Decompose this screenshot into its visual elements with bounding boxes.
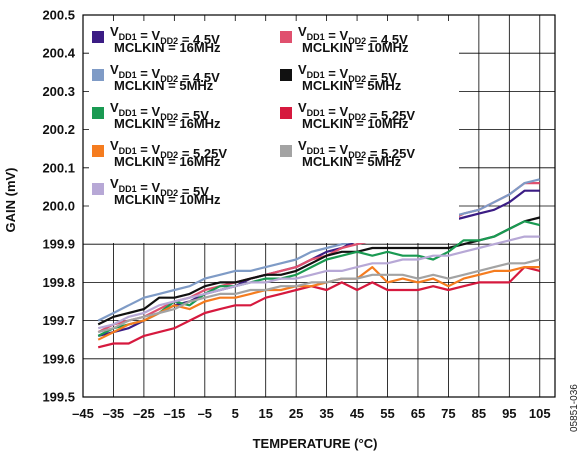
legend-label-line1: VDD1 = VDD2 = 5.25V	[110, 138, 227, 161]
legend-label-line1: VDD1 = VDD2 = 4.5V	[110, 62, 220, 85]
series-line-7	[97, 266, 540, 341]
legend-label-line1: VDD1 = VDD2 = 5V	[110, 176, 209, 199]
legend-label-line1: VDD1 = VDD2 = 5V	[298, 62, 397, 85]
x-tick-label: 15	[258, 406, 272, 421]
y-tick-label: 200.0	[42, 199, 75, 214]
y-tick-label: 200.4	[42, 46, 75, 61]
x-tick-label: 5	[232, 406, 239, 421]
x-tick-label: –35	[103, 406, 125, 421]
y-tick-label: 199.9	[42, 237, 75, 252]
figure-id: 05851-036	[569, 384, 580, 432]
x-axis-title: TEMPERATURE (°C)	[253, 436, 378, 451]
x-tick-label: 45	[350, 406, 364, 421]
x-tick-label: 65	[411, 406, 425, 421]
legend-swatch	[92, 107, 104, 119]
series-line-5	[97, 220, 541, 337]
legend-label-line1: VDD1 = VDD2 = 4.5V	[110, 24, 220, 47]
x-tick-label: 95	[502, 406, 516, 421]
series-line-8	[97, 258, 541, 334]
y-tick-labels: 199.5 199.6 199.7 199.8 199.9 200.0 200.1 200.2…	[42, 8, 75, 405]
legend-swatch	[280, 69, 292, 81]
legend-label-line2: MCLKIN = 5MHz	[302, 154, 402, 169]
plot-frame	[82, 14, 556, 398]
y-tick-label: 200.3	[42, 84, 75, 99]
x-tick-label: 85	[472, 406, 486, 421]
legend-label-line1: VDD1 = VDD2 = 5.25V	[298, 138, 415, 161]
x-tick-label: –5	[198, 406, 212, 421]
x-tick-label: 25	[289, 406, 303, 421]
x-tick-label: 55	[380, 406, 394, 421]
y-tick-label: 199.7	[42, 313, 75, 328]
y-axis-title: GAIN (mV)	[3, 168, 18, 233]
legend-swatch	[280, 31, 292, 43]
y-tick-label: 199.5	[42, 390, 75, 405]
series-line-6	[97, 266, 541, 349]
x-tick-label: –45	[72, 406, 94, 421]
series-line-9	[97, 235, 540, 330]
x-tick-label: 75	[441, 406, 455, 421]
y-tick-label: 200.5	[42, 8, 75, 23]
legend-label-line2: MCLKIN = 5MHz	[302, 78, 402, 93]
legend-swatch	[92, 145, 104, 157]
legend-label-line1: VDD1 = VDD2 = 5V	[110, 100, 209, 123]
legend-label-line2: MCLKIN = 5MHz	[114, 78, 214, 93]
legend-label-line1: VDD1 = VDD2 = 5.25V	[298, 100, 415, 123]
legend-swatch	[92, 69, 104, 81]
legend-swatch	[280, 145, 292, 157]
legend-label-line2: MCLKIN = 16MHz	[114, 154, 221, 169]
legend-swatch	[280, 107, 292, 119]
legend-label-line2: MCLKIN = 16MHz	[114, 40, 221, 55]
y-tick-label: 200.2	[42, 122, 75, 137]
legend-label-line1: VDD1 = VDD2 = 4.5V	[298, 24, 408, 47]
x-tick-label: –15	[164, 406, 186, 421]
y-tick-label: 199.6	[42, 351, 75, 366]
series-line-4	[97, 216, 541, 326]
legend-label-line2: MCLKIN = 10MHz	[114, 192, 221, 207]
legend-swatch	[92, 31, 104, 43]
legend-label-line2: MCLKIN = 10MHz	[302, 116, 409, 131]
x-tick-labels: –45 –35 –25 –15 –5 5 15 25 35 45 55 65 75 85 95 105	[72, 406, 550, 421]
x-tick-label: –25	[133, 406, 155, 421]
legend-label-line2: MCLKIN = 16MHz	[114, 116, 221, 131]
series-lines	[97, 178, 541, 349]
x-tick-label: 105	[529, 406, 551, 421]
x-tick-label: 35	[319, 406, 333, 421]
legend-swatch	[92, 183, 104, 195]
series-line-3	[97, 178, 541, 322]
y-tick-label: 199.8	[42, 275, 75, 290]
legend-label-line2: MCLKIN = 10MHz	[302, 40, 409, 55]
legend-background	[89, 21, 459, 243]
y-tick-label: 200.1	[42, 160, 75, 175]
